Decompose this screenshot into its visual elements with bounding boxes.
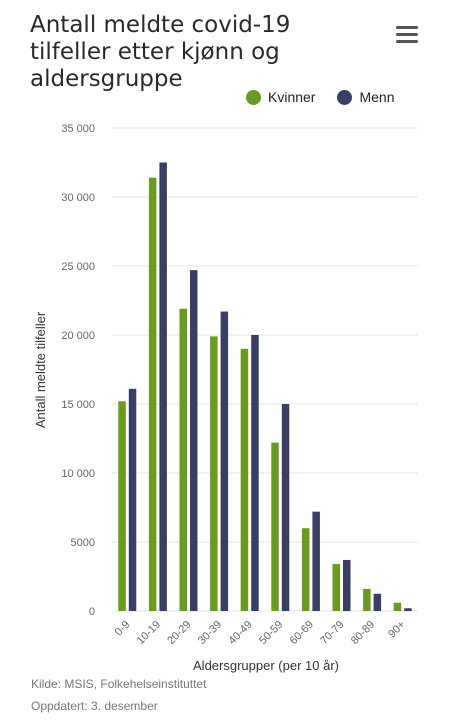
menu-line	[396, 40, 418, 43]
bar-menn-0-9[interactable]	[128, 388, 137, 611]
bar-kvinner-40-49[interactable]	[240, 348, 249, 611]
bar-chart: 0 5000 10 000 15 000 20 000 25 000 30 000 35 00…	[33, 123, 418, 673]
bar-kvinner-90+[interactable]	[393, 602, 402, 611]
y-tick-label: 20 000	[61, 330, 95, 342]
bar-kvinner-0-9[interactable]	[118, 401, 126, 611]
bar-kvinner-20-29[interactable]	[179, 308, 188, 611]
bar-menn-40-49[interactable]	[251, 335, 259, 611]
chart-legend: Kvinner Menn	[246, 89, 395, 105]
x-tick-label: 30-39	[196, 619, 224, 647]
menu-line	[396, 33, 418, 36]
legend-marker-menn	[337, 89, 353, 105]
y-tick-label: 35 000	[61, 123, 95, 135]
x-tick-label: 50-59	[257, 619, 285, 647]
bar-kvinner-10-19[interactable]	[148, 177, 157, 611]
menu-line	[396, 26, 418, 29]
updated-note: Oppdatert: 3. desember	[31, 699, 158, 713]
hamburger-menu-icon[interactable]	[396, 26, 418, 48]
bar-menn-90+[interactable]	[404, 608, 412, 611]
x-tick-label: 90+	[386, 619, 408, 641]
x-tick-label: 10-19	[135, 619, 163, 647]
x-tick-label: 0-9	[113, 619, 133, 639]
x-tick-label: 70-79	[318, 619, 346, 647]
bar-kvinner-60-69[interactable]	[301, 528, 310, 611]
bar-menn-20-29[interactable]	[190, 270, 198, 611]
y-axis-ticks: 0 5000 10 000 15 000 20 000 25 000 30 000 35 00…	[61, 123, 95, 618]
chart-title: Antall meldte covid-19 tilfeller etter k…	[30, 12, 291, 92]
gridlines	[112, 127, 418, 612]
source-note: Kilde: MSIS, Folkehelseinstituttet	[31, 677, 207, 691]
legend-marker-kvinner	[246, 89, 261, 105]
legend-item-menn[interactable]: Menn	[337, 89, 395, 105]
bar-menn-70-79[interactable]	[343, 559, 351, 611]
y-tick-label: 10 000	[61, 468, 95, 480]
legend-label-kvinner: Kvinner	[268, 89, 316, 105]
x-tick-label: 40-49	[226, 619, 254, 647]
bar-kvinner-30-39[interactable]	[210, 336, 218, 611]
bar-kvinner-80-89[interactable]	[363, 588, 371, 611]
bar-menn-50-59[interactable]	[281, 404, 290, 611]
x-tick-label: 60-69	[288, 619, 316, 647]
y-tick-label: 30 000	[61, 192, 95, 204]
y-tick-label: 25 000	[61, 261, 95, 273]
x-tick-label: 80-89	[349, 619, 377, 647]
y-tick-label: 5000	[71, 537, 95, 549]
x-axis-label: Aldersgrupper (per 10 år)	[193, 658, 339, 673]
bar-menn-10-19[interactable]	[159, 162, 167, 612]
bar-menn-30-39[interactable]	[220, 311, 229, 611]
bar-menn-80-89[interactable]	[373, 593, 382, 611]
bars	[118, 162, 412, 612]
bar-kvinner-50-59[interactable]	[271, 442, 279, 611]
bar-kvinner-70-79[interactable]	[332, 564, 341, 611]
legend-item-kvinner[interactable]: Kvinner	[246, 89, 315, 105]
x-tick-label: 20-29	[165, 619, 193, 647]
bar-menn-60-69[interactable]	[312, 511, 320, 611]
y-tick-label: 0	[89, 606, 95, 618]
y-tick-label: 15 000	[61, 399, 95, 411]
x-axis-ticks: 0-9 10-19 20-29 30-39 40-49 50-59 60-69 70-79 80…	[113, 619, 408, 647]
y-axis-label: Antall meldte tilfeller	[33, 311, 48, 428]
legend-label-menn: Menn	[359, 89, 395, 105]
